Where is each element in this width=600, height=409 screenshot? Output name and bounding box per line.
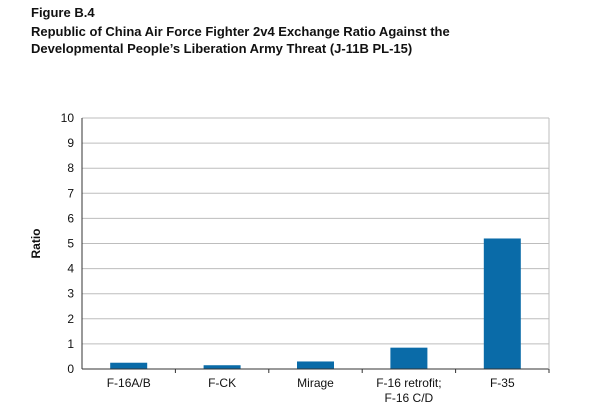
x-tick-label: F-CK (208, 376, 236, 390)
y-tick-label: 2 (67, 312, 74, 326)
y-tick-label: 5 (67, 237, 74, 251)
y-tick-label: 3 (67, 287, 74, 301)
bar (203, 365, 241, 369)
chart-title-line-1: Republic of China Air Force Fighter 2v4 … (31, 24, 450, 39)
bars (110, 238, 521, 369)
y-tick-label: 0 (67, 362, 74, 376)
y-tick-labels: 0 1 2 3 4 5 6 7 8 9 10 (61, 111, 75, 376)
figure-label: Figure B.4 (31, 5, 95, 20)
y-tick-label: 1 (67, 337, 74, 351)
chart-title: Republic of China Air Force Fighter 2v4 … (31, 23, 571, 57)
y-tick-label: 6 (67, 211, 74, 225)
x-tick-label: F-16 C/D (385, 391, 434, 405)
y-tick-label: 4 (67, 262, 74, 276)
x-tick-label: F-16 retrofit; (376, 376, 441, 390)
y-tick-label: 9 (67, 136, 74, 150)
bar (297, 361, 334, 369)
y-tick-label: 8 (67, 161, 74, 175)
bar (390, 347, 428, 369)
x-tick-label: F-35 (490, 376, 515, 390)
bar (483, 238, 521, 369)
gridlines (82, 117, 549, 345)
y-axis-title: Ratio (29, 229, 43, 259)
x-tick-label: F-16A/B (107, 376, 151, 390)
y-tick-label: 10 (61, 111, 75, 125)
x-tick-labels: F-16A/B F-CK Mirage F-16 retrofit;F-16 C/D F… (107, 376, 515, 405)
y-tick-label: 7 (67, 186, 74, 200)
x-tick-label: Mirage (297, 376, 334, 390)
axes (81, 118, 550, 373)
chart-title-line-2: Developmental People’s Liberation Army T… (31, 41, 413, 56)
bar (110, 362, 148, 369)
